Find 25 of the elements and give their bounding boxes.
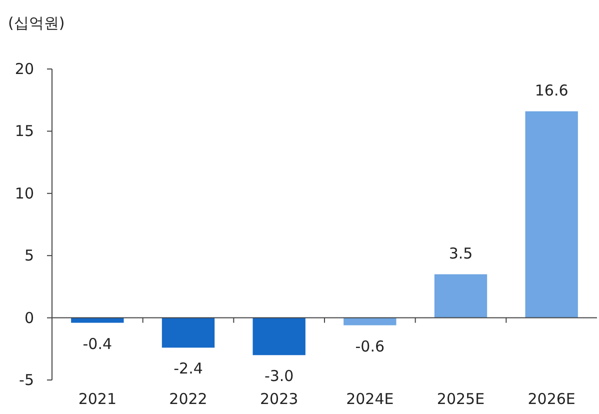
- bar: [525, 111, 578, 318]
- x-tick-label: 2025E: [436, 390, 485, 408]
- data-label: 3.5: [448, 244, 473, 262]
- y-axis-title: (십억원): [8, 14, 65, 32]
- x-tick-label: 2024E: [346, 390, 394, 408]
- bar: [434, 274, 488, 318]
- y-tick-label: 5: [24, 246, 34, 265]
- data-label: -0.6: [355, 337, 385, 356]
- y-tick-label: 15: [14, 122, 34, 140]
- bar: [252, 318, 306, 356]
- bar: [71, 318, 124, 323]
- data-label: -3.0: [264, 367, 294, 386]
- y-tick-label: 10: [14, 184, 34, 202]
- data-label: -2.4: [174, 360, 203, 378]
- bar: [344, 318, 396, 326]
- data-label: 16.6: [534, 81, 568, 100]
- y-tick-label: -5: [19, 371, 34, 389]
- x-tick-label: 2021: [78, 390, 117, 408]
- x-tick-label: 2023: [260, 390, 298, 408]
- y-tick-label: 20: [14, 60, 34, 78]
- bar: [162, 318, 215, 348]
- x-tick-label: 2022: [169, 390, 208, 408]
- x-tick-label: 2026E: [528, 390, 576, 408]
- y-tick-label: 0: [24, 308, 34, 327]
- data-label: -0.4: [82, 334, 112, 353]
